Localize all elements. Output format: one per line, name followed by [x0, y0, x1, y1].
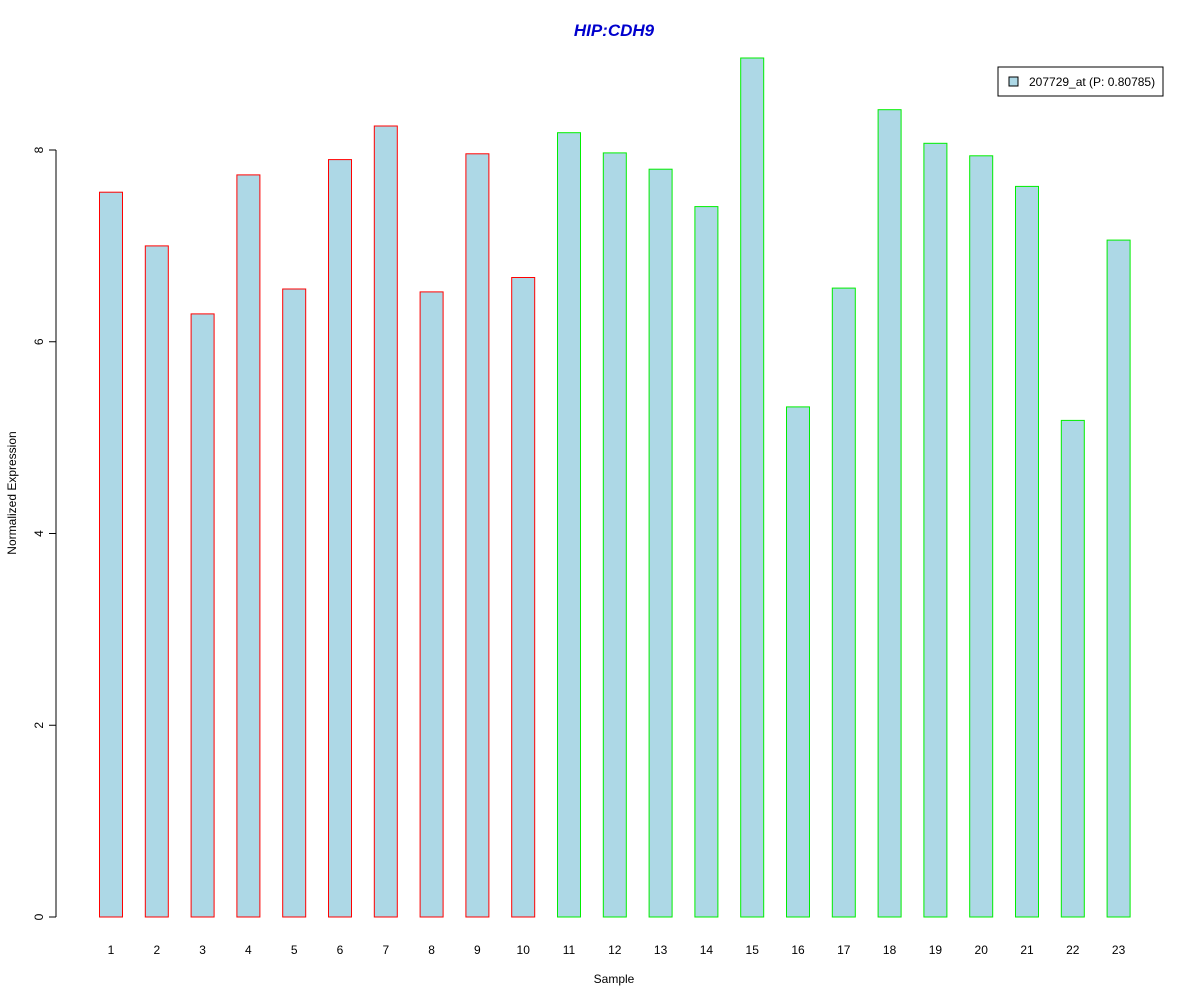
- bar-sample-14: [694, 206, 719, 918]
- bar-sample-12: [602, 152, 627, 918]
- y-axis: 0 2 4 6 8: [32, 146, 57, 920]
- x-tick-label: 7: [382, 943, 389, 957]
- x-tick-label: 15: [746, 943, 760, 957]
- bar-sample-15: [740, 57, 765, 918]
- bar-sample-5: [282, 288, 307, 918]
- bar-sample-1: [99, 191, 123, 918]
- bar-sample-7: [373, 125, 398, 918]
- y-tick-label: 0: [32, 913, 46, 920]
- y-tick-label: 8: [32, 146, 46, 153]
- x-tick-label: 3: [199, 943, 206, 957]
- bar-sample-23: [1106, 239, 1131, 918]
- x-tick-label: 6: [337, 943, 344, 957]
- bar-sample-4: [236, 174, 261, 918]
- x-tick-label: 16: [791, 943, 805, 957]
- bar-sample-11: [557, 132, 581, 918]
- bar-sample-17: [831, 287, 856, 918]
- bar-sample-9: [465, 153, 490, 918]
- legend-swatch: [1008, 76, 1019, 87]
- bar-sample-18: [877, 109, 902, 918]
- bars: [99, 57, 1131, 918]
- x-tick-label: 8: [428, 943, 435, 957]
- legend-label: 207729_at (P: 0.80785): [1029, 75, 1155, 89]
- x-tick-labels: 1 2 3 4 5 6 7 8 9 10 11 12 13 14 15 16 17 18 19 20 21 22 23: [108, 943, 1126, 957]
- legend: 207729_at (P: 0.80785): [997, 66, 1164, 97]
- bar-sample-3: [190, 313, 215, 918]
- bar-sample-8: [419, 291, 444, 918]
- x-tick-label: 14: [700, 943, 714, 957]
- bar-sample-10: [511, 277, 536, 918]
- chart-title: HIP:CDH9: [574, 21, 655, 40]
- x-tick-label: 10: [517, 943, 531, 957]
- y-tick-label: 2: [32, 722, 46, 729]
- x-tick-label: 9: [474, 943, 481, 957]
- x-tick-label: 22: [1066, 943, 1080, 957]
- bar-sample-22: [1060, 419, 1085, 918]
- x-tick-label: 5: [291, 943, 298, 957]
- x-tick-label: 12: [608, 943, 622, 957]
- x-tick-label: 23: [1112, 943, 1126, 957]
- bar-sample-21: [1015, 185, 1039, 918]
- x-tick-label: 18: [883, 943, 897, 957]
- y-tick-label: 4: [32, 530, 46, 537]
- x-tick-label: 21: [1020, 943, 1034, 957]
- bar-sample-2: [144, 245, 169, 918]
- x-tick-label: 19: [929, 943, 943, 957]
- bar-sample-19: [923, 142, 948, 918]
- y-axis-title: Normalized Expression: [5, 431, 19, 554]
- x-tick-label: 2: [153, 943, 160, 957]
- bar-sample-6: [328, 159, 352, 918]
- x-tick-label: 11: [563, 943, 576, 957]
- legend-box: [997, 66, 1164, 97]
- x-tick-label: 13: [654, 943, 668, 957]
- bar-sample-16: [786, 406, 810, 918]
- bar-sample-13: [648, 168, 673, 918]
- x-axis-title: Sample: [594, 972, 635, 986]
- x-tick-label: 20: [975, 943, 989, 957]
- x-tick-label: 17: [837, 943, 851, 957]
- x-tick-label: 4: [245, 943, 252, 957]
- x-tick-label: 1: [108, 943, 115, 957]
- y-tick-label: 6: [32, 338, 46, 345]
- bar-sample-20: [969, 155, 994, 918]
